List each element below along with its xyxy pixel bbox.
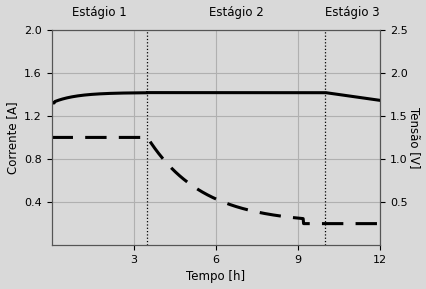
Y-axis label: Corrente [A]: Corrente [A]: [6, 101, 18, 174]
X-axis label: Tempo [h]: Tempo [h]: [186, 271, 245, 284]
Y-axis label: Tensão [V]: Tensão [V]: [408, 107, 420, 168]
Text: Estágio 2: Estágio 2: [208, 6, 263, 19]
Text: Estágio 1: Estágio 1: [72, 6, 127, 19]
Text: Estágio 3: Estágio 3: [325, 6, 379, 19]
